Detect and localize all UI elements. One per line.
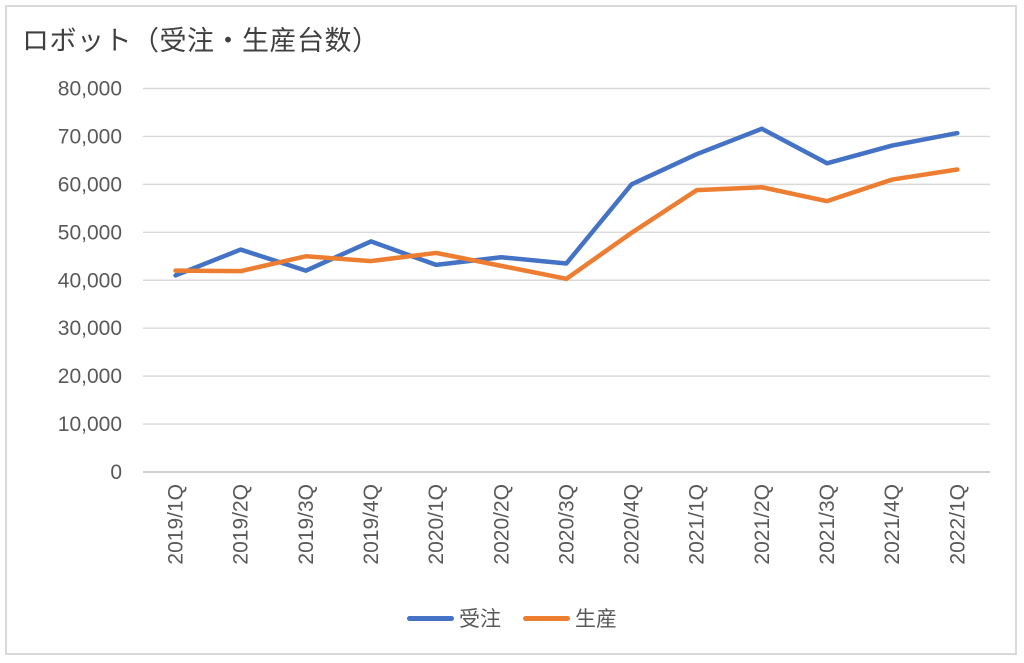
y-axis-label: 0 [110,461,122,484]
y-axis-label: 10,000 [58,413,122,436]
x-axis-label: 2020/2Q [490,484,513,565]
x-axis-label: 2019/4Q [360,484,383,565]
x-axis-label: 2021/2Q [751,484,774,565]
y-axis-label: 40,000 [58,269,122,292]
chart-title: ロボット（受注・生産台数） [22,26,380,56]
y-axis-label: 20,000 [58,365,122,388]
legend-swatch-orders [407,615,454,621]
x-axis-label: 2020/3Q [555,484,578,565]
x-axis-label: 2019/2Q [230,484,253,565]
x-axis-label: 2021/3Q [816,484,839,565]
legend-label-production: 生産 [575,608,617,631]
x-axis-label: 2020/4Q [621,484,644,565]
x-axis-label: 2019/3Q [295,484,318,565]
x-axis-label: 2020/1Q [425,484,448,565]
x-axis-label: 2021/1Q [686,484,709,565]
chart-legend: 受注 生産 [0,603,1024,633]
legend-label-orders: 受注 [459,608,501,631]
chart-canvas-border [5,5,1017,655]
y-axis-label: 30,000 [58,317,122,340]
orders-line [173,126,960,278]
y-axis-label: 50,000 [58,221,122,244]
y-axis-label: 80,000 [58,78,122,101]
legend-item-orders: 受注 [407,603,501,633]
legend-swatch-production [523,615,570,621]
legend-item-production: 生産 [523,603,617,633]
y-axis-label: 60,000 [58,173,122,196]
x-axis-label: 2021/4Q [881,484,904,565]
x-axis-label: 2019/1Q [165,484,188,565]
production-line [173,167,960,282]
y-axis-label: 70,000 [58,125,122,148]
x-axis-label: 2022/1Q [946,484,969,565]
